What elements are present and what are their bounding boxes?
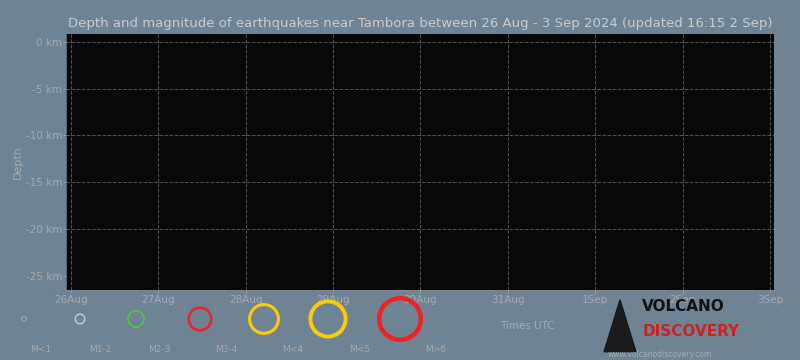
- Text: M<5: M<5: [350, 345, 370, 354]
- Text: www.volcanodiscovery.com: www.volcanodiscovery.com: [608, 350, 712, 359]
- Text: M>6: M>6: [425, 345, 446, 354]
- Text: M3-4: M3-4: [215, 345, 238, 354]
- Y-axis label: Depth: Depth: [13, 145, 23, 179]
- Text: M2-3: M2-3: [148, 345, 170, 354]
- Text: Times UTC: Times UTC: [500, 321, 554, 331]
- Text: M1-2: M1-2: [89, 345, 111, 354]
- Polygon shape: [604, 300, 636, 352]
- Title: Depth and magnitude of earthquakes near Tambora between 26 Aug - 3 Sep 2024 (upd: Depth and magnitude of earthquakes near …: [68, 17, 773, 30]
- Text: M<1: M<1: [30, 345, 51, 354]
- Text: DISCOVERY: DISCOVERY: [642, 324, 739, 339]
- Text: M<4: M<4: [282, 345, 303, 354]
- Text: VOLCANO: VOLCANO: [642, 299, 725, 314]
